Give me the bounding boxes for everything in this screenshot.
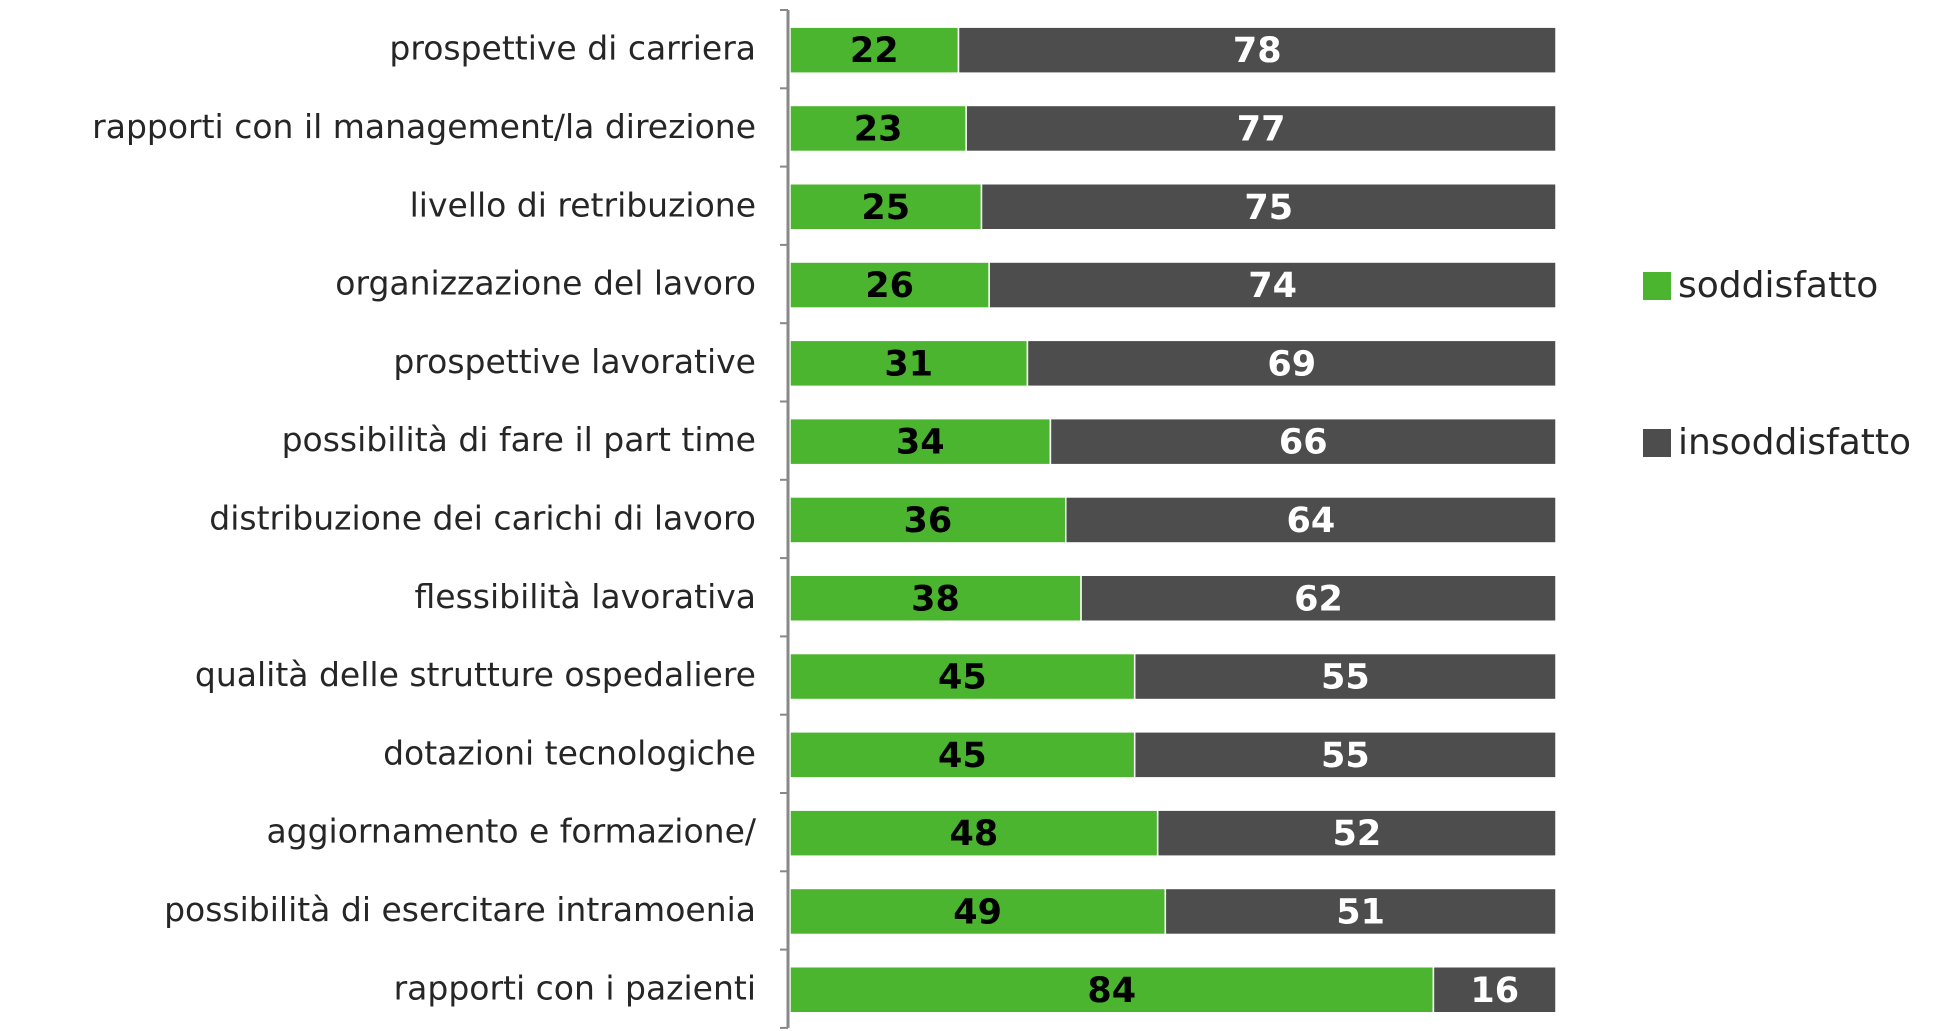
- bar-segment: [1133, 652, 1557, 701]
- category-label: prospettive di carriera: [389, 29, 756, 68]
- legend-swatch: [1643, 429, 1671, 457]
- bar-segment: [789, 809, 1159, 857]
- legend-swatch: [1643, 272, 1671, 300]
- data-label: 51: [1336, 892, 1385, 932]
- bar-segment: [1080, 574, 1557, 622]
- bar-segment: [980, 183, 1557, 231]
- category-label: organizzazione del lavoro: [335, 264, 756, 303]
- data-label: 49: [953, 892, 1002, 932]
- category-label: aggiornamento e formazione/: [266, 812, 756, 851]
- data-label: 69: [1267, 344, 1316, 384]
- bar-segment: [789, 496, 1067, 544]
- data-label: 66: [1279, 423, 1328, 463]
- category-label: distribuzione dei carichi di lavoro: [209, 498, 756, 537]
- category-label: qualità delle strutture ospedaliere: [195, 655, 756, 694]
- bar-segment: [789, 261, 990, 309]
- bar-segment: [789, 104, 967, 153]
- bar-segment: [1164, 887, 1557, 936]
- bar-segment: [789, 652, 1136, 701]
- bar-segment: [789, 966, 1435, 1014]
- data-label: 26: [865, 266, 914, 306]
- category-label: dotazioni tecnologiche: [383, 733, 756, 772]
- data-label: 31: [884, 344, 933, 384]
- legend-label: soddisfatto: [1678, 265, 1878, 306]
- category-label: rapporti con i pazienti: [394, 968, 756, 1007]
- data-label: 62: [1294, 579, 1343, 619]
- data-label: 77: [1237, 109, 1286, 149]
- data-label: 36: [904, 501, 953, 541]
- data-label: 25: [861, 188, 910, 228]
- bar-segment: [789, 339, 1029, 388]
- category-label: rapporti con il management/la direzione: [92, 107, 756, 146]
- data-label: 34: [896, 423, 945, 463]
- bar-segment: [1156, 809, 1557, 857]
- category-label: prospettive lavorative: [393, 342, 756, 381]
- data-label: 45: [938, 658, 987, 698]
- data-label: 78: [1233, 31, 1282, 71]
- bar-segment: [1026, 339, 1557, 388]
- bar-segment: [988, 261, 1557, 309]
- data-label: 38: [911, 579, 960, 619]
- bar-segment: [965, 104, 1557, 153]
- data-label: 74: [1248, 266, 1297, 306]
- bar-segment: [789, 183, 983, 231]
- category-label: possibilità di esercitare intramoenia: [164, 890, 756, 929]
- category-label: possibilità di fare il part time: [282, 420, 756, 459]
- data-label: 23: [854, 109, 903, 149]
- data-label: 52: [1332, 814, 1381, 854]
- bar-segment: [789, 26, 960, 74]
- data-label: 16: [1470, 971, 1519, 1011]
- bar-segment: [1049, 417, 1557, 466]
- bar-segment: [957, 26, 1557, 74]
- bar-segment: [789, 731, 1136, 779]
- bar-segment: [1133, 731, 1557, 779]
- bar-segment: [1432, 966, 1557, 1014]
- bar-segment: [1065, 496, 1557, 544]
- data-label: 55: [1321, 736, 1370, 776]
- data-label: 22: [850, 31, 899, 71]
- category-label: livello di retribuzione: [410, 185, 756, 224]
- bar-segment: [789, 887, 1167, 936]
- data-label: 64: [1287, 501, 1336, 541]
- category-label: flessibilità lavorativa: [414, 577, 756, 616]
- data-label: 55: [1321, 658, 1370, 698]
- data-label: 48: [949, 814, 998, 854]
- legend-label: insoddisfatto: [1678, 422, 1911, 463]
- data-label: 84: [1087, 971, 1136, 1011]
- data-label: 75: [1244, 188, 1293, 228]
- data-label: 45: [938, 736, 987, 776]
